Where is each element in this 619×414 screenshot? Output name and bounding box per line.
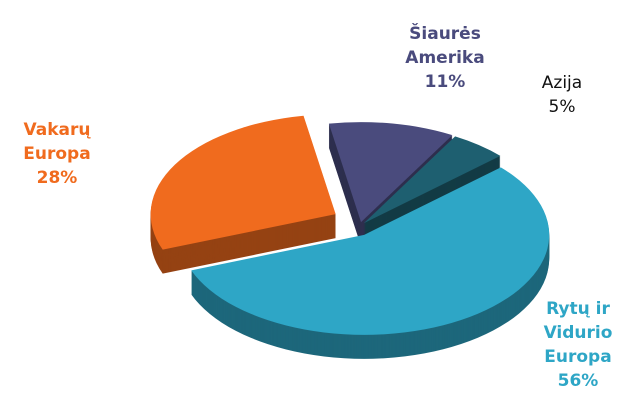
slice: [150, 115, 336, 250]
value-label: 56%: [557, 371, 599, 391]
category-name: Šiaurės Amerika: [405, 24, 485, 68]
value-label: 28%: [36, 168, 78, 188]
value-label: 11%: [424, 72, 466, 92]
category-name: Vakarų Europa: [23, 120, 91, 164]
category-name: Rytų ir Vidurio Europa: [543, 299, 613, 367]
slice: [191, 167, 550, 335]
slice-label: Rytų ir Vidurio Europa 56%: [533, 297, 619, 393]
slice: [363, 136, 501, 224]
slice: [328, 122, 453, 223]
slice-label: Vakarų Europa 28%: [7, 118, 107, 190]
slice-label: Azija 5%: [522, 71, 602, 119]
value-label: 5%: [548, 97, 576, 117]
slice-label: Šiaurės Amerika 11%: [380, 22, 510, 94]
category-name: Azija: [541, 73, 583, 93]
